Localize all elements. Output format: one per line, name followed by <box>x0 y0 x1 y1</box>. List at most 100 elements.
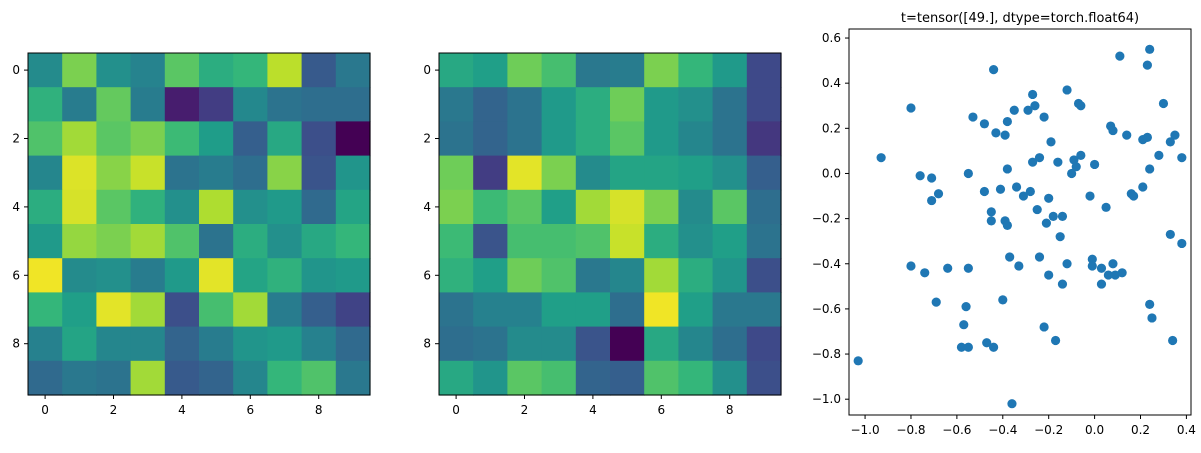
y-tick-label: 2 <box>12 132 20 146</box>
heatmap-cell <box>541 326 577 362</box>
heatmap-cell <box>267 258 303 293</box>
heatmap-cell <box>164 292 200 328</box>
x-tick-label: 4 <box>589 403 597 417</box>
heatmap-cell <box>473 224 508 259</box>
heatmap-cell <box>267 360 303 396</box>
heatmap-cell <box>130 121 166 157</box>
heatmap-cell <box>199 360 234 396</box>
x-tick-label: −0.4 <box>988 423 1017 437</box>
heatmap-cell <box>610 155 645 191</box>
scatter-point <box>1085 191 1095 201</box>
y-tick-label: 0.6 <box>822 31 841 45</box>
heatmap-cell <box>96 360 132 396</box>
heatmap-cell <box>62 121 97 157</box>
heatmap-cell <box>712 258 748 293</box>
y-tick-label: 4 <box>12 200 20 214</box>
heatmap-cell <box>335 155 371 191</box>
heatmap-cell <box>610 292 645 328</box>
heatmap-cell <box>130 155 166 191</box>
heatmap-cell <box>199 87 234 122</box>
heatmap-cell <box>507 53 543 88</box>
scatter-point <box>1039 322 1049 332</box>
heatmap-cell <box>610 189 645 225</box>
heatmap-cell <box>28 189 63 225</box>
scatter-point <box>876 153 886 163</box>
heatmap-cell <box>473 292 508 328</box>
heatmap-cell <box>678 121 714 157</box>
y-tick-label: 0.0 <box>822 166 841 180</box>
heatmap-cell <box>96 224 132 259</box>
scatter-point <box>1048 211 1058 221</box>
heatmap-cell <box>473 53 508 88</box>
heatmap-cell <box>62 189 97 225</box>
heatmap-cell <box>610 224 645 259</box>
heatmap-cell <box>301 53 337 88</box>
scatter-point <box>1071 162 1081 172</box>
heatmap-cell <box>28 326 63 362</box>
x-tick-label: 0.2 <box>1131 423 1150 437</box>
scatter-point <box>1062 85 1072 95</box>
heatmap-cell <box>267 121 303 157</box>
heatmap-cell <box>712 224 748 259</box>
y-tick-label: 0 <box>423 63 431 77</box>
heatmap-cell <box>712 292 748 328</box>
heatmap-cell <box>301 121 337 157</box>
scatter-point <box>979 119 990 129</box>
heatmap-cell <box>439 87 474 122</box>
heatmap-cell <box>28 292 63 328</box>
scatter-point <box>1014 261 1024 271</box>
y-tick-label: −0.8 <box>812 347 841 361</box>
heatmap-cell <box>575 258 611 293</box>
scatter-point <box>982 338 992 348</box>
scatter-point <box>1000 130 1010 140</box>
scatter-point <box>959 320 969 330</box>
x-tick-label: −0.2 <box>1034 423 1063 437</box>
heatmap-cell <box>473 87 508 122</box>
heatmap-middle-frame <box>438 52 782 396</box>
scatter-point <box>1002 116 1012 127</box>
scatter-point <box>956 342 967 352</box>
heatmap-cell <box>712 360 748 396</box>
scatter-y-axis: −1.0 −0.8 −0.6 −0.4 −0.2 0.0 0.2 0.4 0.6 <box>812 31 849 406</box>
heatmap-middle-cells <box>439 53 782 396</box>
heatmap-cell <box>746 155 782 191</box>
x-tick-label: 0.0 <box>1085 423 1104 437</box>
heatmap-cell <box>644 258 679 293</box>
heatmap-left-x-axis: 0 2 4 6 8 <box>41 395 323 417</box>
scatter-point <box>1142 132 1152 142</box>
scatter-point <box>920 268 930 278</box>
heatmap-cell <box>233 53 268 88</box>
heatmap-cell <box>199 292 234 328</box>
heatmap-cell <box>678 189 714 225</box>
scatter-point <box>1034 252 1045 262</box>
scatter-point <box>1007 399 1017 409</box>
heatmap-cell <box>164 258 200 293</box>
heatmap-cell <box>130 326 166 362</box>
heatmap-cell <box>130 360 166 396</box>
heatmap-cell <box>610 360 645 396</box>
scatter-point <box>1096 279 1107 289</box>
heatmap-cell <box>164 121 200 157</box>
scatter-point <box>906 103 916 113</box>
scatter-point <box>1041 218 1051 228</box>
heatmap-cell <box>199 189 234 225</box>
heatmap-cell <box>712 87 748 122</box>
heatmap-cell <box>164 326 200 362</box>
heatmap-cell <box>199 121 234 157</box>
heatmap-cell <box>746 224 782 259</box>
heatmap-left-y-axis: 0 2 4 6 8 <box>12 63 28 351</box>
scatter-point <box>1076 101 1086 111</box>
heatmap-cell <box>335 189 371 225</box>
heatmap-cell <box>678 155 714 191</box>
heatmap-cell <box>439 224 474 259</box>
heatmap-cell <box>233 326 268 362</box>
heatmap-cell <box>164 360 200 396</box>
scatter-point <box>1108 125 1118 136</box>
heatmap-cell <box>439 189 474 225</box>
scatter-point <box>986 216 996 226</box>
heatmap-cell <box>130 224 166 259</box>
heatmap-cell <box>439 258 474 293</box>
x-tick-label: −1.0 <box>850 423 879 437</box>
heatmap-cell <box>164 155 200 191</box>
scatter-point <box>1028 89 1038 100</box>
